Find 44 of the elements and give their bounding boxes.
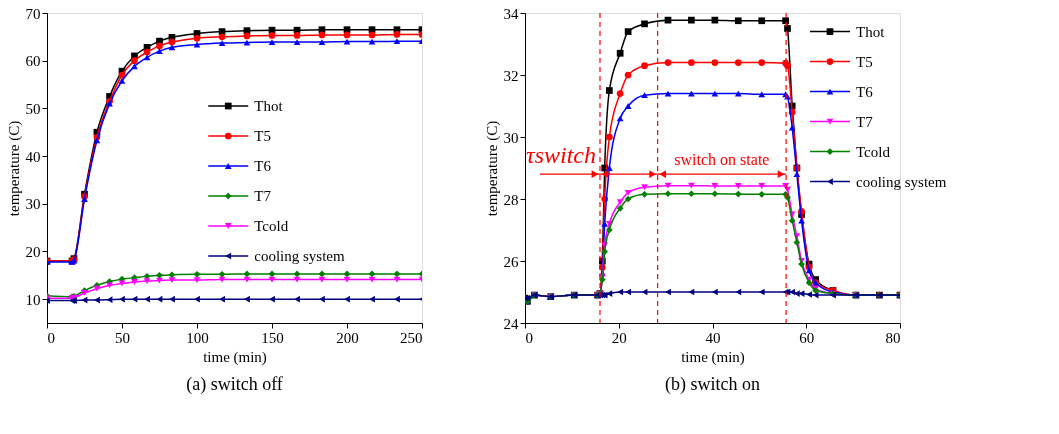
y-tick-label: 30 [25,196,41,213]
legend-label: Thot [254,98,284,114]
y-axis-title: temperature (C) [5,120,23,217]
annotation: τswitch [526,142,596,169]
y-tick-label: 50 [25,100,41,117]
legend-label: Tcold [254,218,289,234]
y-axis-title: temperature (C) [483,120,501,217]
y-tick-label: 26 [503,253,519,270]
x-tick-label: 20 [611,329,627,346]
legend-label: T7 [856,113,874,130]
y-tick-label: 40 [25,148,41,165]
x-tick-label: 0 [47,329,55,346]
legend-label: Tcold [856,143,891,160]
legend-label: T5 [856,53,873,70]
x-tick-label: 150 [261,329,284,346]
x-tick-label: 250 [400,329,423,346]
y-tick-label: 34 [503,5,519,22]
legend-label: cooling system [856,173,947,190]
x-tick-label: 100 [186,329,209,346]
y-tick-label: 32 [503,67,519,84]
y-tick-label: 70 [25,5,41,22]
text: (a) switch off [186,374,283,395]
y-tick-label: 20 [25,243,41,260]
y-tick-label: 28 [503,191,519,208]
x-tick-label: 50 [115,329,130,346]
x-tick-label: 200 [336,329,359,346]
y-tick-label: 10 [25,291,41,308]
x-axis-title: time (min) [203,348,267,366]
annotation: switch on state [674,151,770,169]
x-tick-label: 40 [705,329,721,346]
y-tick-label: 24 [503,315,519,332]
legend-label: T7 [254,188,272,204]
legend-label: cooling system [254,248,345,264]
x-tick-label: 0 [525,329,533,346]
y-tick-label: 30 [503,129,519,146]
legend-label: Thot [856,23,886,40]
x-tick-label: 80 [885,329,901,346]
legend-label: T5 [254,128,271,144]
legend-label: T6 [254,158,272,174]
text: (b) switch on [665,374,760,395]
legend-label: T6 [856,83,874,100]
x-tick-label: 60 [799,329,815,346]
x-axis-title: time (min) [681,348,745,366]
y-tick-label: 60 [25,53,41,70]
